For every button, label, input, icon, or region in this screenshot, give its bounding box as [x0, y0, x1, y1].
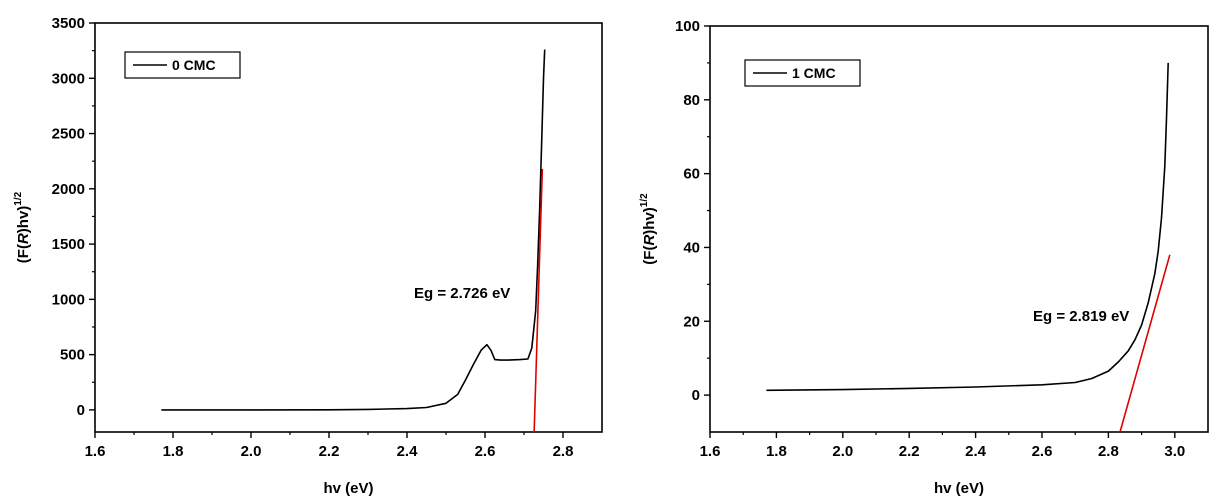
x-tick-label: 1.8 — [163, 443, 184, 460]
legend-label: 1 CMC — [792, 65, 836, 81]
y-tick-label: 1500 — [52, 236, 85, 253]
x-tick-label: 2.4 — [965, 443, 987, 460]
x-axis-title: hv (eV) — [323, 480, 373, 497]
plot-frame — [709, 25, 1209, 433]
y-tick-label: 3000 — [52, 70, 85, 87]
y-axis-title: (F(R)hv)1/2 — [13, 191, 32, 263]
y-tick-label: 20 — [683, 313, 700, 330]
y-tick-label: 1000 — [52, 291, 85, 308]
y-tick-label: 0 — [692, 387, 700, 404]
y-tick-label: 3500 — [52, 15, 85, 32]
x-tick-label: 2.6 — [475, 443, 496, 460]
x-tick-label: 2.2 — [899, 443, 920, 460]
y-tick-label: 40 — [683, 239, 700, 256]
y-tick-label: 100 — [675, 18, 700, 35]
y-tick-label: 0 — [77, 402, 85, 419]
y-tick-label: 2000 — [52, 181, 85, 198]
band-gap-annotation: Eg = 2.726 eV — [414, 285, 510, 302]
fit-line — [1119, 254, 1171, 432]
x-tick-label: 1.6 — [700, 443, 721, 460]
x-tick-label: 2.6 — [1032, 443, 1053, 460]
series-line — [766, 62, 1169, 392]
fit-line — [533, 168, 544, 432]
x-tick-label: 1.8 — [766, 443, 787, 460]
x-tick-label: 2.8 — [1098, 443, 1119, 460]
x-tick-label: 1.6 — [85, 443, 106, 460]
y-tick-label: 2500 — [52, 126, 85, 143]
y-axis-title: (F(R)hv)1/2 — [639, 193, 658, 265]
chart-panel-1cmc: 1.6 1.8 2.0 2.2 2.4 2.6 2.8 3.0 0 20 40 60 80 100 hv (… — [639, 18, 1209, 497]
plot-frame — [94, 22, 603, 433]
x-axis-title: hv (eV) — [934, 480, 984, 497]
x-tick-label: 2.0 — [832, 443, 853, 460]
y-tick-label: 60 — [683, 166, 700, 183]
x-tick-label: 2.4 — [397, 443, 419, 460]
x-tick-label: 2.8 — [553, 443, 574, 460]
x-tick-label: 2.2 — [319, 443, 340, 460]
legend-label: 0 CMC — [172, 57, 216, 73]
y-tick-label: 500 — [60, 347, 85, 364]
x-tick-label: 2.0 — [241, 443, 262, 460]
band-gap-annotation: Eg = 2.819 eV — [1033, 308, 1129, 325]
x-tick-label: 3.0 — [1164, 443, 1185, 460]
chart-panel-0cmc: 1.6 1.8 2.0 2.2 2.4 2.6 2.8 0 500 1000 1500 2000 250… — [13, 15, 603, 497]
series-line — [161, 49, 546, 411]
y-tick-label: 80 — [683, 92, 700, 109]
